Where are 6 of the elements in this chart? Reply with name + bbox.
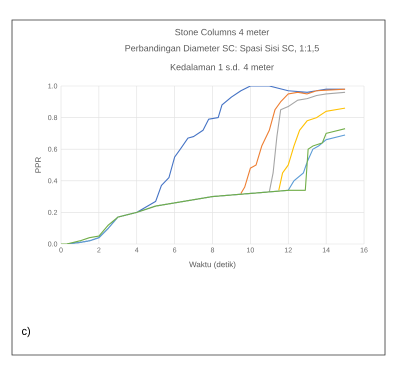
text: Kedalaman 1 s.d. 4 meter [170,64,274,70]
chart-subtitle: Perbandingan Diameter SC: Spasi Sisi SC, 1:1,5 [125,44,319,54]
x-axis-title: Waktu (detik) [189,261,236,269]
chart-title: Stone Columns 4 meter [175,28,270,36]
text: c) [22,326,30,338]
y-axis-title: PPR [35,157,41,173]
